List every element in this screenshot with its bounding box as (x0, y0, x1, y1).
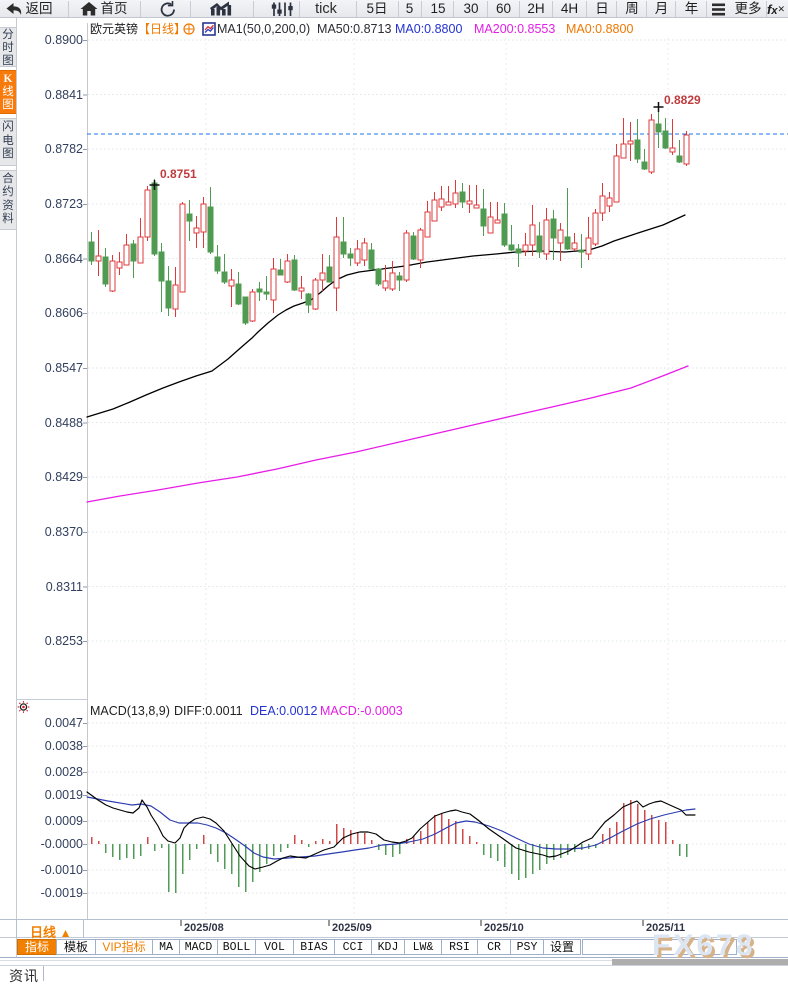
svg-text:0.8751: 0.8751 (160, 167, 197, 181)
svg-text:0.8829: 0.8829 (664, 93, 701, 107)
